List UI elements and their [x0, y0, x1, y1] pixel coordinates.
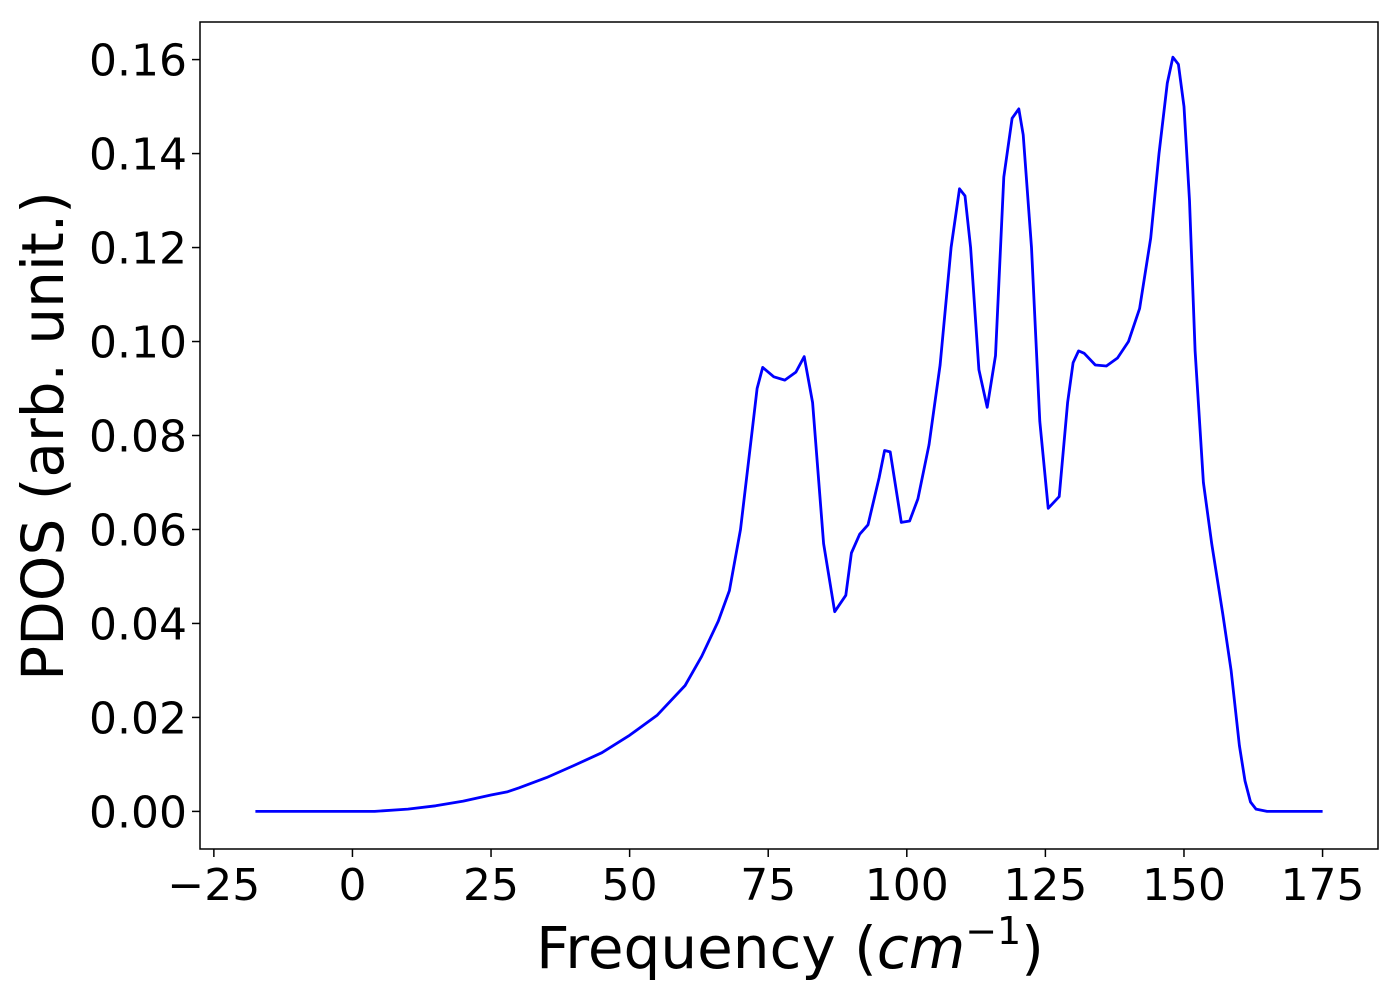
x-tick-label: 50	[602, 860, 658, 911]
plot-frame	[199, 21, 1379, 850]
y-tick-label: 0.12	[89, 224, 187, 275]
x-tick-label: 175	[1281, 860, 1365, 911]
pdos-series-line	[255, 55, 1323, 813]
x-tick-label: 125	[1003, 860, 1087, 911]
y-tick-label: 0.04	[89, 599, 187, 650]
x-tick-label: 75	[740, 860, 796, 911]
y-tick-label: 0.02	[89, 693, 187, 744]
x-tick-label: 25	[463, 860, 519, 911]
y-tick-label: 0.00	[89, 787, 187, 838]
y-tick-label: 0.16	[89, 36, 187, 87]
x-axis-label: Frequency (cm−1)	[536, 909, 1044, 982]
x-tick-label: 150	[1142, 860, 1226, 911]
y-tick-label: 0.14	[89, 130, 187, 181]
x-axis-ticks: −25 0 25 50 75 100 125 150 175	[167, 849, 1365, 911]
y-axis-label: PDOS (arb. unit.)	[9, 191, 77, 681]
x-tick-label: 100	[865, 860, 949, 911]
y-axis-ticks: 0.00 0.02 0.04 0.06 0.08 0.10 0.12 0.14 0.16	[89, 36, 200, 838]
y-tick-label: 0.06	[89, 505, 187, 556]
y-tick-label: 0.10	[89, 318, 187, 369]
x-tick-label: −25	[167, 860, 260, 911]
x-tick-label: 0	[338, 860, 366, 911]
y-tick-label: 0.08	[89, 412, 187, 463]
